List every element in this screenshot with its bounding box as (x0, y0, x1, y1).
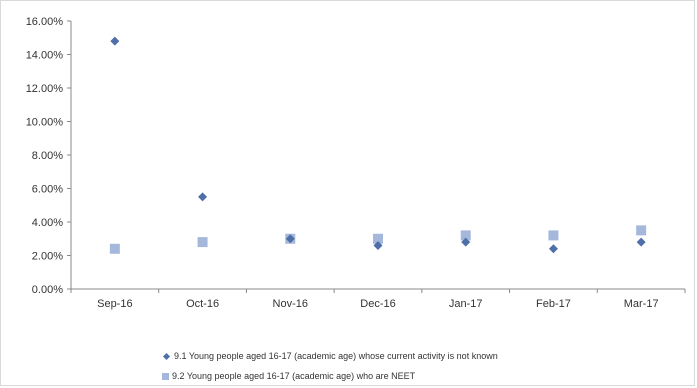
y-tick-label: 12.00% (26, 83, 64, 95)
y-tick-label: 4.00% (32, 217, 63, 229)
square-marker-icon (162, 372, 169, 380)
y-tick-label: 2.00% (32, 251, 63, 263)
legend: 9.1 Young people aged 16-17 (academic ag… (162, 346, 498, 386)
diamond-point (373, 240, 383, 250)
diamond-point (285, 234, 295, 244)
y-axis: 0.00% 2.00% 4.00% 6.00% 8.00% 10.00% 12.00% 14.… (26, 16, 72, 296)
diamond-point (461, 237, 471, 247)
data-series (109, 36, 647, 254)
x-tick-label: Nov-16 (273, 298, 308, 310)
diamond-point (110, 36, 120, 46)
y-tick-label: 10.00% (26, 117, 64, 129)
x-tick-label: Oct-16 (186, 298, 219, 310)
diamond-marker-icon (162, 352, 171, 360)
legend-label-series-2: 9.2 Young people aged 16-17 (academic ag… (172, 371, 416, 381)
x-tick-label: Jan-17 (449, 298, 483, 310)
x-tick-label: Mar-17 (624, 298, 659, 310)
square-point (548, 230, 559, 241)
x-tick-label: Sep-16 (97, 298, 132, 310)
legend-item-series-2: 9.2 Young people aged 16-17 (academic ag… (162, 366, 498, 386)
y-tick-label: 16.00% (26, 16, 64, 28)
diamond-point (636, 237, 646, 247)
square-point (460, 230, 471, 241)
y-tick-label: 0.00% (32, 284, 63, 296)
y-tick-label: 8.00% (32, 150, 63, 162)
legend-item-series-1: 9.1 Young people aged 16-17 (academic ag… (162, 346, 498, 366)
diamond-point (198, 192, 208, 202)
legend-label-series-1: 9.1 Young people aged 16-17 (academic ag… (174, 351, 498, 361)
square-point (373, 233, 383, 244)
square-point (197, 237, 208, 248)
x-tick-label: Feb-17 (536, 298, 571, 310)
x-tick-label: Dec-16 (360, 298, 395, 310)
y-tick-label: 6.00% (32, 184, 63, 196)
y-tick-label: 14.00% (26, 50, 64, 62)
square-point (636, 225, 647, 236)
square-point (109, 243, 120, 254)
diamond-point (548, 244, 558, 254)
x-axis: Sep-16 Oct-16 Nov-16 Dec-16 Jan-17 Feb-17 Mar-… (70, 288, 686, 310)
